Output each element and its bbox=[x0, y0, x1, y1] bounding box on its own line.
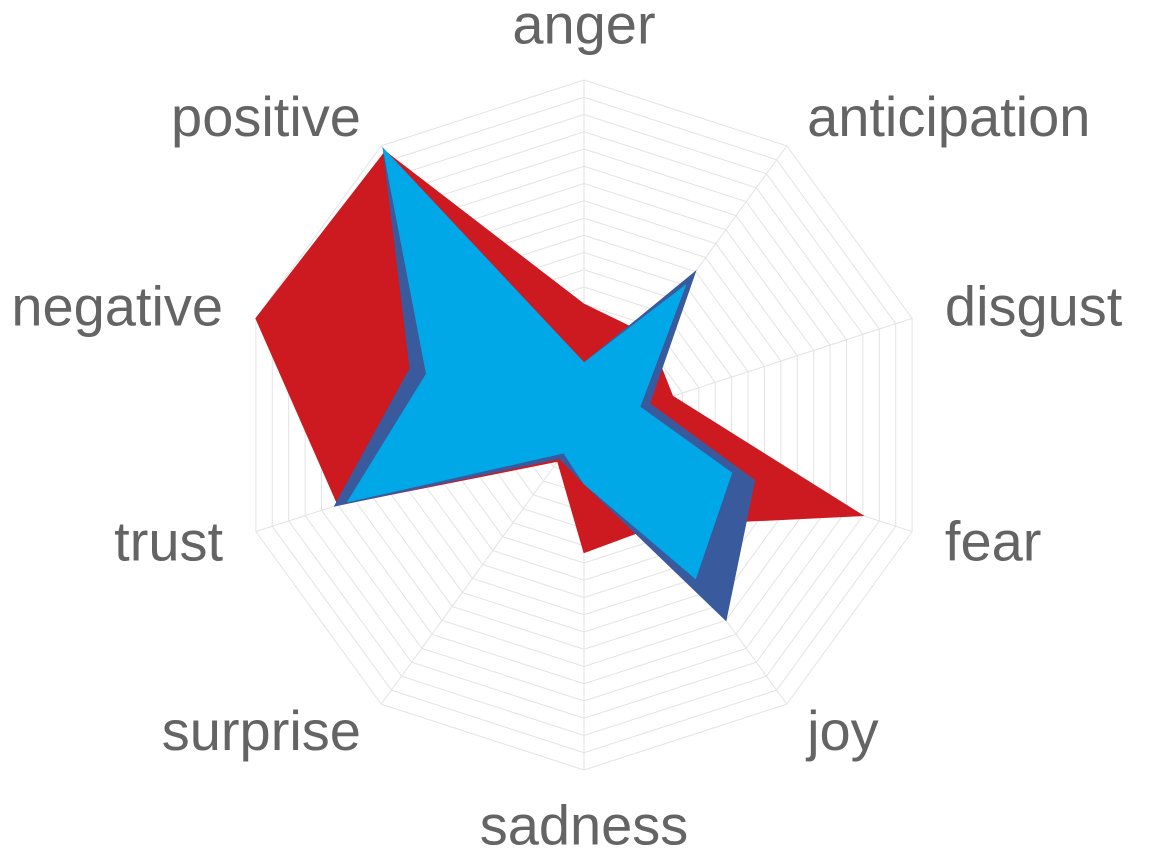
axis-label-anger: anger bbox=[512, 0, 655, 56]
radar-series bbox=[255, 147, 865, 622]
axis-label-disgust: disgust bbox=[945, 275, 1123, 338]
axis-label-trust: trust bbox=[114, 509, 223, 572]
axis-label-negative: negative bbox=[11, 275, 223, 338]
axis-label-anticipation: anticipation bbox=[807, 85, 1090, 148]
axis-label-joy: joy bbox=[805, 699, 879, 762]
axis-label-surprise: surprise bbox=[162, 699, 361, 762]
series-3-area bbox=[346, 147, 733, 580]
axis-label-fear: fear bbox=[945, 509, 1042, 572]
axis-label-sadness: sadness bbox=[480, 794, 689, 855]
axis-label-positive: positive bbox=[171, 85, 361, 148]
axis-labels: anger anticipation disgust fear joy sadness su… bbox=[11, 0, 1122, 855]
grid-spoke-surprise bbox=[380, 424, 585, 705]
